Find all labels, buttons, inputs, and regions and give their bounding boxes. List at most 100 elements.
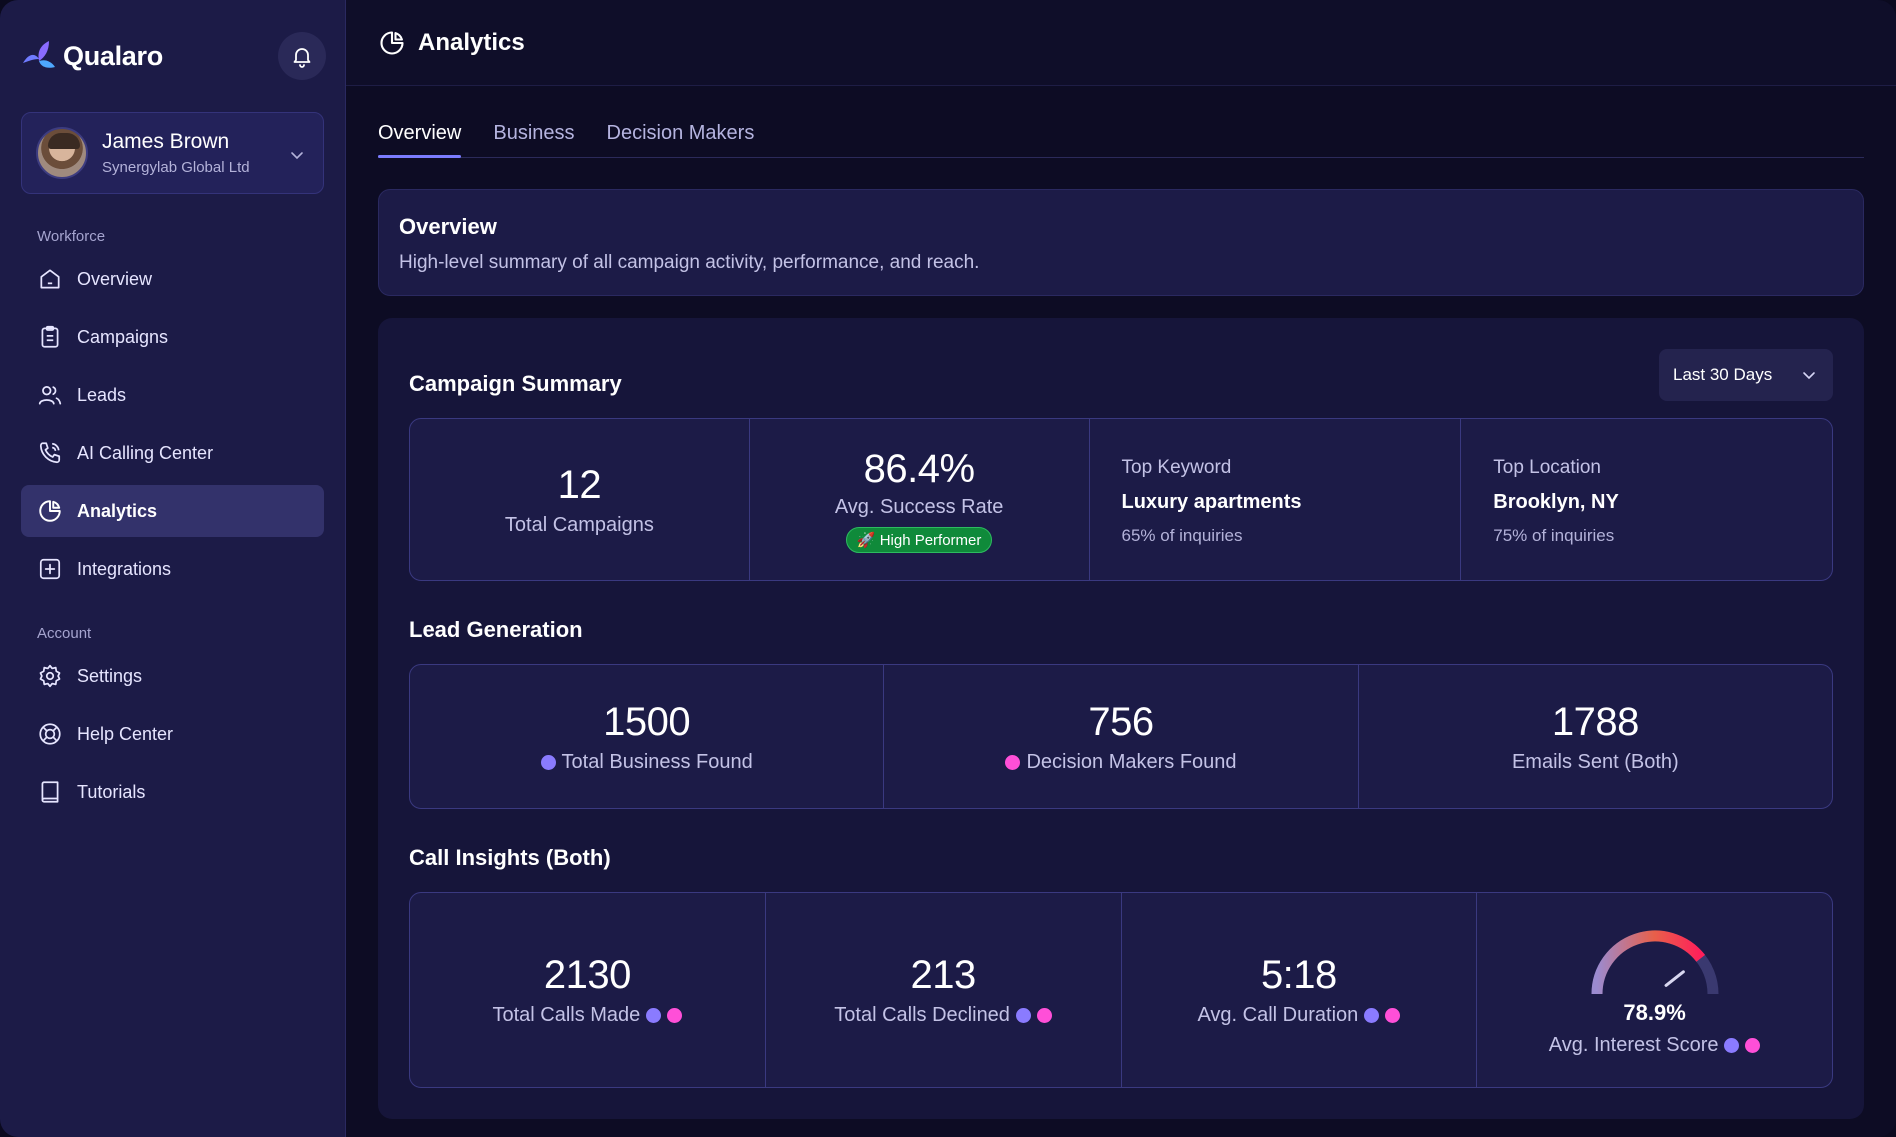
- purple-dot-icon: [1364, 1008, 1380, 1023]
- stat-value: 213: [910, 953, 977, 997]
- stat-label: Avg. Success Rate: [834, 495, 1004, 518]
- sidebar-item-settings[interactable]: Settings: [21, 650, 324, 702]
- workforce-nav: Overview Campaigns Leads AI Calling Cent…: [21, 253, 324, 595]
- workforce-section-label: Workforce: [37, 228, 106, 245]
- stat-label-row: Total Business Found: [540, 750, 753, 774]
- sidebar-item-campaigns[interactable]: Campaigns: [21, 311, 324, 363]
- top-location-value: Brooklyn, NY: [1493, 491, 1619, 513]
- topbar: Analytics: [346, 0, 1896, 86]
- sidebar-item-help-center[interactable]: Help Center: [21, 708, 324, 760]
- pink-dot-icon: [1745, 1037, 1761, 1053]
- campaign-summary-grid: 12 Total Campaigns 86.4% Avg. Success Ra…: [409, 418, 1833, 581]
- top-keyword-sub: 65% of inquiries: [1121, 526, 1243, 545]
- stat-label: Decision Makers Found: [1026, 750, 1237, 773]
- stat-label: Avg. Call Duration: [1197, 1004, 1359, 1026]
- users-icon: [38, 386, 62, 405]
- purple-dot-icon: [1015, 1008, 1031, 1023]
- stat-label-row: Decision Makers Found: [1005, 750, 1237, 774]
- sidebar-item-ai-calling-center[interactable]: AI Calling Center: [21, 427, 324, 479]
- gear-icon: [39, 664, 61, 688]
- sidebar-item-tutorials[interactable]: Tutorials: [21, 766, 324, 818]
- stat-label-row: Total Calls Declined: [834, 1004, 1052, 1027]
- sidebar-item-integrations[interactable]: Integrations: [21, 543, 324, 595]
- notifications-button[interactable]: [278, 32, 326, 80]
- overview-card: Overview High-level summary of all campa…: [378, 189, 1864, 296]
- stat-label-row: Avg. Interest Score: [1549, 1034, 1761, 1057]
- pie-chart-icon: [380, 30, 404, 55]
- gauge-chart: [1591, 930, 1719, 994]
- total-campaigns-stat: 12 Total Campaigns: [410, 419, 750, 580]
- stat-label-row: Total Calls Made: [492, 1004, 683, 1027]
- sidebar-item-leads[interactable]: Leads: [21, 369, 324, 421]
- profile-switcher[interactable]: James Brown Synergylab Global Ltd: [21, 112, 324, 194]
- gauge-track: [1591, 930, 1719, 994]
- call-insights-title: Call Insights (Both): [409, 845, 611, 870]
- stat-label: Emails Sent (Both): [1511, 750, 1679, 773]
- chevron-down-icon: [1803, 372, 1815, 380]
- sidebar-item-analytics[interactable]: Analytics: [21, 485, 324, 537]
- profile-name: James Brown: [102, 130, 230, 153]
- calls-declined-stat: 213 Total Calls Declined: [766, 893, 1122, 1087]
- main-content: Analytics Overview Business Decision Mak…: [346, 0, 1896, 1137]
- stat-value: 756: [1088, 699, 1154, 744]
- lead-generation-grid: 1500 Total Business Found 756 Decision M…: [409, 664, 1833, 809]
- sidebar-item-overview[interactable]: Overview: [21, 253, 324, 305]
- sidebar-item-label: Overview: [77, 268, 153, 289]
- top-keyword-value: Luxury apartments: [1121, 491, 1302, 513]
- sidebar-item-label: Tutorials: [77, 781, 146, 802]
- book-icon: [41, 781, 59, 803]
- top-location-stat: Top Location Brooklyn, NY 75% of inquiri…: [1461, 419, 1832, 580]
- top-location-sub: 75% of inquiries: [1493, 526, 1615, 545]
- top-keyword-stat: Top Keyword Luxury apartments 65% of inq…: [1090, 419, 1462, 580]
- bell-icon: [293, 48, 311, 68]
- interest-score-stat: 78.9% Avg. Interest Score: [1477, 893, 1832, 1087]
- avatar: [36, 127, 88, 179]
- call-duration-stat: 5:18 Avg. Call Duration: [1122, 893, 1478, 1087]
- tab-business[interactable]: Business: [493, 122, 575, 144]
- clipboard-icon: [41, 325, 59, 348]
- tab-bar: Overview Business Decision Makers: [378, 122, 1864, 158]
- interest-gauge: 78.9% Avg. Interest Score: [1549, 924, 1761, 1057]
- sidebar-item-label: Help Center: [77, 723, 174, 744]
- stat-label: Total Calls Made: [492, 1004, 641, 1026]
- stat-label: Total Business Found: [561, 750, 753, 773]
- account-nav: Settings Help Center Tutorials: [21, 650, 324, 818]
- sidebar-item-label: AI Calling Center: [77, 442, 214, 463]
- gauge-needle: [1664, 969, 1685, 987]
- account-section-label: Account: [37, 625, 92, 642]
- sidebar-item-label: Integrations: [77, 558, 172, 579]
- tab-decision-makers[interactable]: Decision Makers: [606, 122, 755, 144]
- chevron-down-icon: [291, 152, 303, 160]
- home-icon: [40, 269, 60, 289]
- top-location-heading: Top Location: [1493, 457, 1601, 478]
- decision-makers-stat: 756 Decision Makers Found: [884, 665, 1359, 808]
- stat-value: 86.4%: [863, 446, 975, 491]
- lead-generation-title: Lead Generation: [409, 617, 583, 642]
- overview-subtitle: High-level summary of all campaign activ…: [399, 252, 980, 273]
- sidebar-item-label: Analytics: [77, 500, 158, 521]
- stat-label-row: Avg. Call Duration: [1197, 1004, 1401, 1027]
- business-found-stat: 1500 Total Business Found: [410, 665, 885, 808]
- tab-overview[interactable]: Overview: [378, 122, 462, 158]
- pink-dot-icon: [1036, 1008, 1052, 1023]
- date-range-select[interactable]: Last 30 Days: [1659, 349, 1833, 401]
- brand-name: Qualaro: [63, 40, 163, 71]
- pink-dot-icon: [667, 1008, 683, 1023]
- emails-sent-stat: 1788 Emails Sent (Both): [1359, 665, 1832, 808]
- sidebar-item-label: Settings: [77, 665, 143, 686]
- pink-dot-icon: [1385, 1008, 1401, 1023]
- pie-chart-icon: [39, 500, 61, 522]
- stat-value: 12: [557, 462, 602, 507]
- top-keyword-heading: Top Keyword: [1121, 457, 1232, 478]
- stat-label: Total Calls Declined: [834, 1004, 1010, 1026]
- phone-icon: [39, 442, 61, 464]
- brand-row: Qualaro: [21, 0, 326, 112]
- calls-made-stat: 2130 Total Calls Made: [410, 893, 766, 1087]
- profile-company: Synergylab Global Ltd: [102, 159, 250, 176]
- brand[interactable]: Qualaro: [21, 39, 163, 73]
- campaign-summary-title: Campaign Summary: [409, 371, 622, 396]
- interest-score-value: 78.9%: [1623, 999, 1686, 1025]
- stat-value: 2130: [543, 953, 631, 997]
- analytics-content: Campaign Summary Last 30 Days 12 Total C…: [378, 318, 1864, 1119]
